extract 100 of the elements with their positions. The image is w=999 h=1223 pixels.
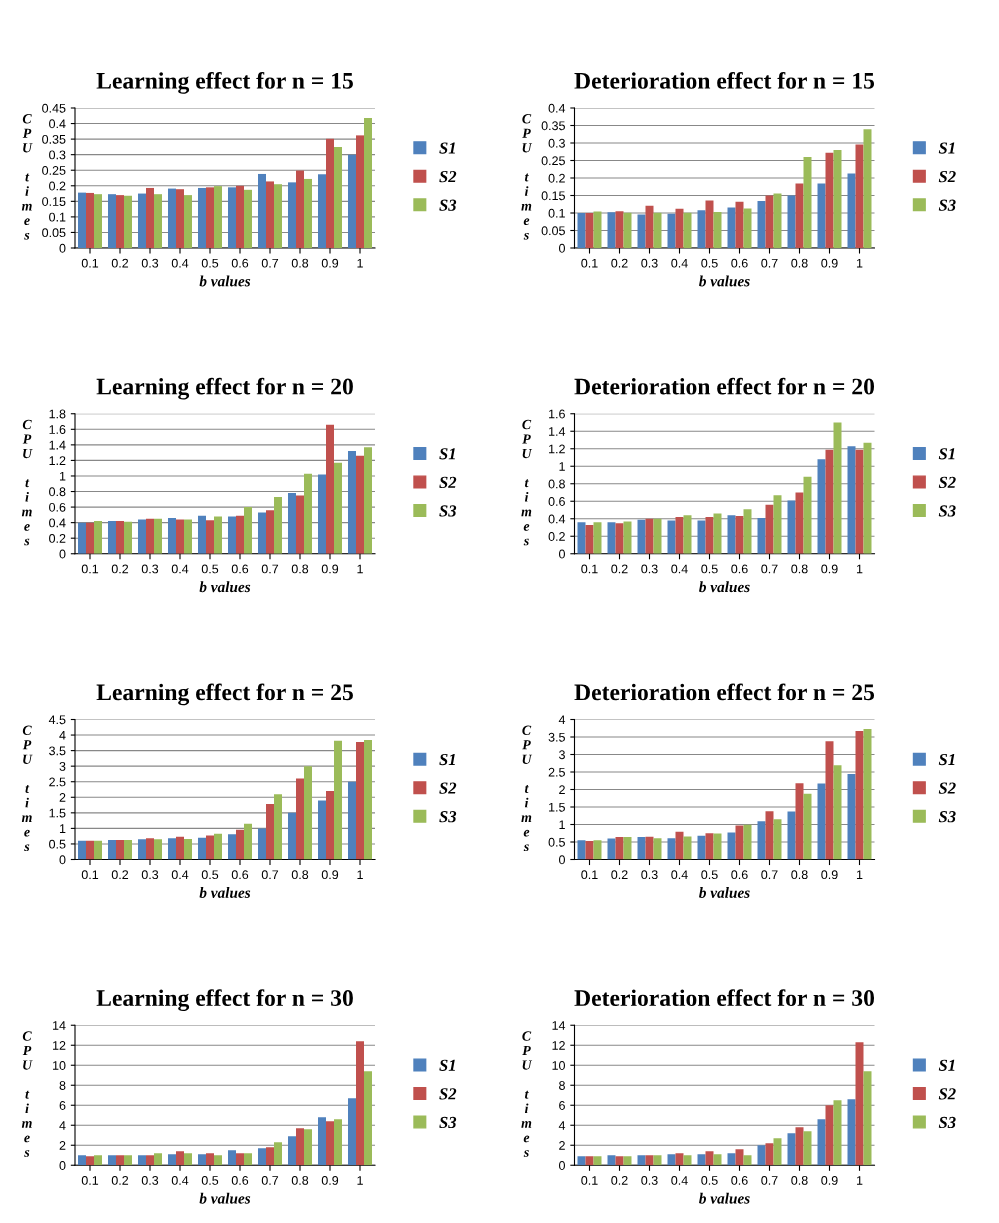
bar [817, 183, 826, 248]
bar [765, 811, 774, 860]
legend-label: S2 [938, 1088, 956, 1100]
legend-label: S1 [938, 753, 955, 766]
bar [206, 835, 214, 860]
y-tick-label: 0.35 [541, 121, 565, 131]
legend-label: S2 [938, 782, 956, 794]
y-tick-label: 2 [59, 793, 66, 802]
y-tick-label: 0.2 [548, 173, 565, 183]
bar [817, 1119, 826, 1166]
y-tick-label: 1.6 [49, 425, 66, 434]
legend-label: S2 [938, 171, 956, 183]
legend-label: S2 [439, 171, 457, 183]
bar [334, 740, 342, 860]
x-tick-label: 0.4 [671, 564, 688, 574]
legend-label: S2 [439, 476, 457, 488]
bar [228, 516, 236, 554]
bar [108, 194, 116, 248]
bar [637, 519, 646, 554]
bar [274, 794, 282, 860]
y-tick-label: 0.3 [548, 138, 565, 148]
bar [288, 1136, 296, 1166]
y-tick-label: 0 [559, 1161, 565, 1170]
bar [318, 1117, 326, 1166]
bar [683, 515, 692, 554]
x-tick-label: 0.3 [641, 870, 658, 880]
bar [198, 515, 206, 554]
x-tick-label: 1 [856, 258, 863, 268]
bar [787, 500, 796, 554]
y-tick-label: 0 [59, 243, 66, 253]
bar [727, 832, 736, 860]
bar [304, 178, 312, 248]
bar [304, 1129, 312, 1166]
bar [154, 518, 162, 554]
bar [803, 793, 812, 860]
bar [743, 208, 752, 248]
y-tick-label: 0 [59, 549, 66, 559]
bar [356, 1041, 364, 1166]
text: CPU times [21, 419, 33, 546]
y-tick-label: 8 [59, 1081, 66, 1090]
bar [803, 476, 812, 554]
bar [154, 1153, 162, 1166]
bar [727, 207, 736, 248]
y-tick-label: 0.4 [49, 119, 66, 129]
x-tick-label: 0.9 [321, 564, 339, 574]
bar [637, 837, 646, 860]
bar [146, 1155, 154, 1166]
bar [154, 839, 162, 860]
x-tick-label: 0.4 [671, 870, 688, 880]
bar [735, 825, 744, 860]
y-tick-label: 2.5 [49, 777, 66, 787]
x-tick-label: 0.9 [821, 258, 838, 268]
bar [577, 840, 586, 860]
bar [705, 833, 714, 860]
x-axis-title: b values [699, 887, 750, 898]
bar [326, 1121, 334, 1166]
y-tick-label: 1.2 [49, 456, 66, 465]
legend-label: S3 [439, 811, 457, 823]
bar [296, 170, 304, 248]
x-tick-label: 0.7 [261, 564, 279, 574]
bar [364, 117, 372, 248]
bar [675, 208, 684, 248]
x-tick-label: 0.9 [821, 1176, 838, 1185]
bar [318, 800, 326, 860]
bar [206, 1153, 214, 1166]
y-tick-label: 1.8 [49, 409, 66, 419]
y-tick-label: 0.6 [548, 497, 565, 506]
bar [78, 522, 86, 554]
bar [86, 192, 94, 248]
x-tick-label: 0.4 [671, 258, 688, 268]
bar [244, 507, 252, 554]
bar [184, 195, 192, 248]
y-tick-label: 14 [552, 1021, 566, 1030]
y-tick-label: 4 [59, 1121, 66, 1130]
bar [146, 187, 154, 248]
bar [817, 783, 826, 860]
x-tick-label: 0.1 [581, 258, 598, 268]
bar [787, 811, 796, 860]
x-tick-label: 0.3 [141, 258, 159, 268]
x-tick-label: 0.8 [791, 870, 808, 880]
y-tick-label: 6 [59, 1101, 66, 1110]
x-tick-label: 0.6 [731, 564, 748, 574]
bar [334, 1119, 342, 1166]
bar [847, 1099, 856, 1166]
bar [94, 521, 102, 554]
bar [847, 173, 856, 248]
bar [108, 521, 116, 554]
y-tick-label: 0.1 [548, 208, 565, 218]
bar [803, 157, 812, 248]
x-tick-label: 0.7 [761, 870, 778, 880]
text: CPU times [21, 725, 33, 852]
bar [176, 836, 184, 860]
bar [318, 474, 326, 554]
y-tick-label: 1 [559, 820, 565, 830]
bar [817, 459, 826, 554]
bar [304, 766, 312, 860]
bar [176, 1151, 184, 1166]
x-tick-label: 0.4 [171, 258, 189, 268]
bar [244, 1153, 252, 1166]
legend-label: S1 [938, 448, 955, 460]
